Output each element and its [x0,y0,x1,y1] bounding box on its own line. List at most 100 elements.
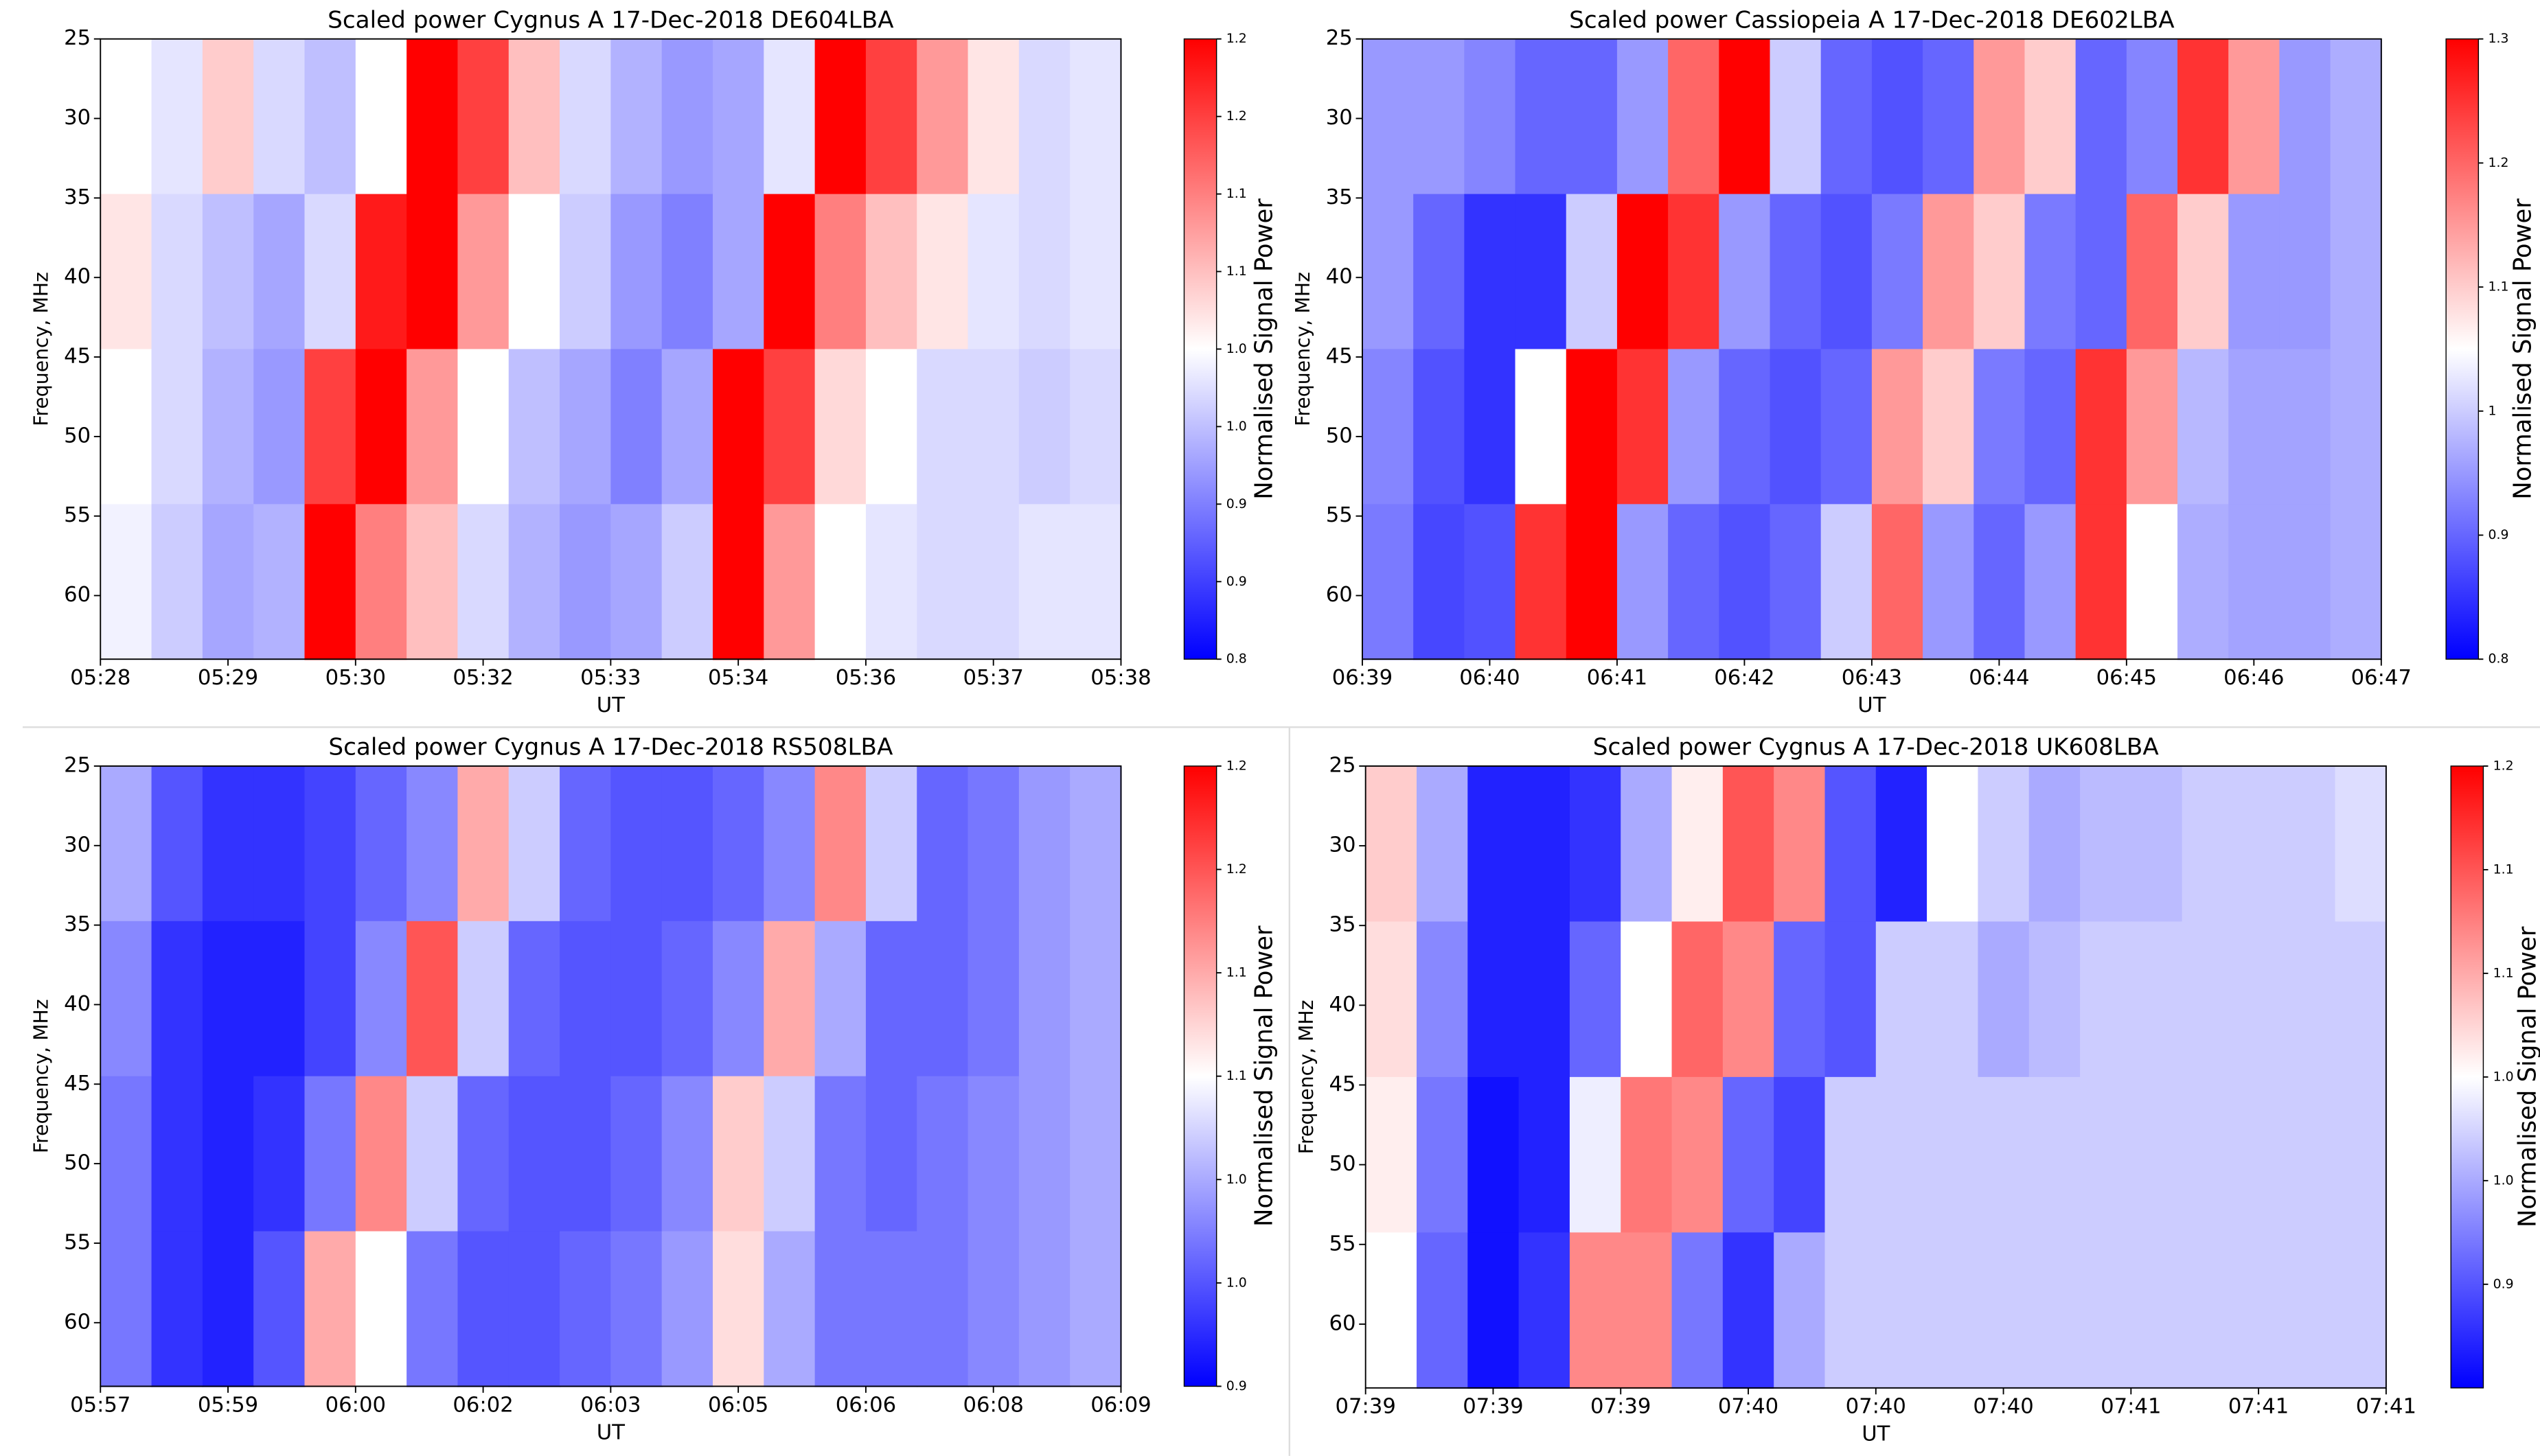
heatmap-cell [1722,921,1775,1078]
y-tick-label: 50 [64,1151,91,1175]
heatmap-cell [1875,921,1928,1078]
heatmap-cell [2284,921,2336,1078]
heatmap-cell [100,921,152,1077]
heatmap-cell [457,1076,510,1232]
heatmap-cell [508,349,561,505]
heatmap-cell [1820,504,1873,660]
heatmap-cell [1820,38,1873,195]
heatmap-cell [1416,1232,1469,1389]
x-tick-label: 06:47 [2351,666,2412,690]
heatmap-cell [1413,38,1465,195]
heatmap-cell [1616,194,1669,350]
colorbar-tick-label: 1.1 [2493,965,2514,980]
chart-title: Scaled power Cygnus A 17-Dec-2018 DE604L… [328,6,894,34]
heatmap-cell [1416,921,1469,1078]
colorbar-label: Normalised Signal Power [1250,198,1278,500]
heatmap-cell [865,765,918,922]
heatmap-cell [917,1231,969,1387]
heatmap-cell [2335,765,2388,923]
y-axis-label: Frequency, MHz [1292,272,1314,426]
heatmap-cell [304,349,356,505]
heatmap-cell [712,504,765,660]
heatmap-cell [1569,765,1622,923]
heatmap-cell [304,38,356,195]
heatmap-cell [2080,765,2132,923]
heatmap-cell [1719,38,1771,195]
heatmap-cell [202,38,255,195]
heatmap-cell [865,349,918,505]
x-axis-label: UT [1857,693,1886,717]
colorbar-tick-label: 0.8 [2488,651,2509,667]
y-tick-label: 25 [64,26,91,50]
x-tick-label: 07:41 [2101,1395,2161,1419]
chart-title: Scaled power Cassiopeia A 17-Dec-2018 DE… [1569,6,2175,34]
heatmap-cell [407,765,459,922]
heatmap-cell [457,765,510,922]
heatmap-cell [2228,349,2280,505]
heatmap-cell [1070,38,1122,195]
heatmap-cell [610,504,663,660]
colorbar-tick-label: 0.9 [2493,1276,2514,1291]
heatmap-cell [764,1076,816,1232]
heatmap-cell [1070,194,1122,350]
heatmap-cell [1464,349,1516,505]
heatmap-cell [2279,194,2331,350]
x-tick-label: 06:44 [1969,666,2029,690]
heatmap-cell [560,921,612,1077]
x-tick-label: 06:09 [1090,1393,1151,1417]
heatmap-cell [253,38,306,195]
heatmap-cell [968,349,1020,505]
heatmap-cell [355,1076,408,1232]
heatmap-cell [1070,504,1122,660]
heatmap-cell [968,1076,1020,1232]
heatmap-cell [2075,38,2128,195]
x-tick-label: 05:34 [708,666,768,690]
heatmap-cell [1362,194,1415,350]
heatmap-cell [1566,349,1618,505]
heatmap-cell [407,504,459,660]
heatmap-cell [407,1076,459,1232]
x-tick-label: 05:30 [325,666,386,690]
heatmap-cell [304,921,356,1077]
heatmap-cell [100,765,152,922]
heatmap-cell [610,349,663,505]
heatmap-cell [1774,1232,1826,1389]
x-tick-label: 05:33 [580,666,641,690]
x-tick-label: 05:37 [963,666,1024,690]
colorbar [1183,38,1217,660]
heatmap-cell [1518,921,1571,1078]
heatmap-cell [2232,1232,2285,1389]
heatmap-cell [304,1076,356,1232]
y-axis-label: Frequency, MHz [1295,1000,1318,1155]
heatmap-cell [457,504,510,660]
heatmap-cell [1413,504,1465,660]
colorbar-tick-label: 1.2 [1226,758,1247,773]
heatmap-cell [1774,1076,1826,1234]
colorbar-tick-label: 1.1 [2488,279,2509,294]
heatmap-cell [355,504,408,660]
heatmap-cell [253,349,306,505]
x-tick-label: 06:02 [453,1393,513,1417]
heatmap-cell [407,38,459,195]
y-tick-label: 30 [1329,833,1356,857]
heatmap-cell [457,194,510,350]
heatmap-cell [2228,504,2280,660]
heatmap-cell [1070,1076,1122,1232]
heatmap-cell [508,765,561,922]
heatmap-cell [1365,765,1418,923]
heatmap-cell [1362,38,1415,195]
y-tick-label: 30 [64,106,91,130]
heatmap-cell [1978,765,2030,923]
heatmap-cell [253,194,306,350]
heatmap-cell [1070,349,1122,505]
heatmap-cell [1616,504,1669,660]
colorbar-tick-label: 1.1 [1226,264,1247,279]
heatmap-cell [2232,765,2285,923]
heatmap-cell [610,1076,663,1232]
colorbar-tick-label: 1.0 [1226,419,1247,434]
x-tick-label: 07:40 [1846,1395,1906,1419]
heatmap-cell [2182,765,2234,923]
chart-title: Scaled power Cygnus A 17-Dec-2018 RS508L… [328,733,893,761]
y-tick-label: 40 [1326,265,1353,289]
heatmap-cell [407,349,459,505]
